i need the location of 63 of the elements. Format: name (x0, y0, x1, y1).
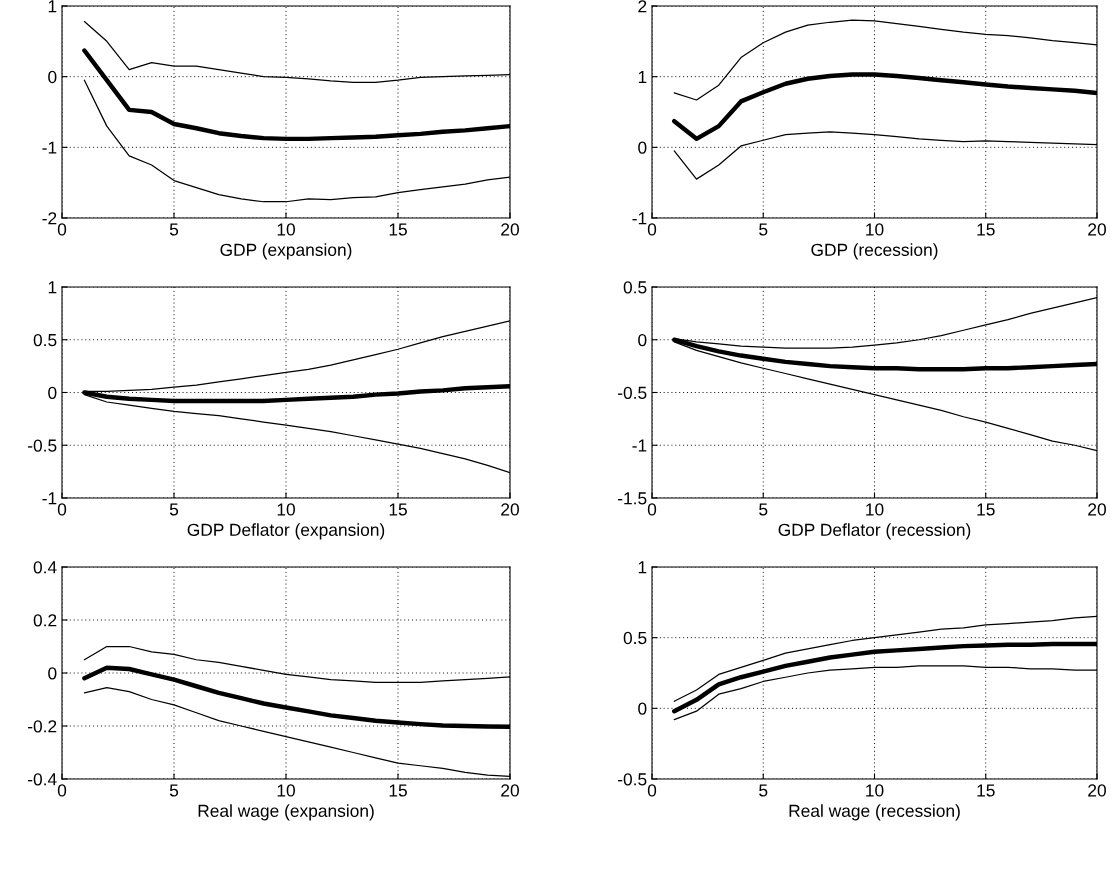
x-tick-label: 15 (389, 503, 407, 516)
x-tick-label: 0 (57, 223, 67, 236)
x-tick-label: 10 (866, 784, 884, 797)
y-tick-label: -0.2 (28, 720, 57, 733)
y-tick-label: -1.5 (618, 492, 647, 505)
x-tick-label: 0 (57, 784, 67, 797)
x-tick-label: 5 (759, 784, 768, 797)
x-axis-title: Real wage (recession) (789, 804, 960, 821)
x-tick-label: 15 (977, 784, 995, 797)
x-tick-label: 5 (169, 503, 179, 516)
y-tick-label: 0.4 (33, 561, 57, 574)
y-tick-label: -1 (42, 492, 57, 505)
x-tick-label: 20 (501, 223, 519, 236)
x-tick-label: 20 (1088, 784, 1106, 797)
y-tick-label: 1 (48, 281, 57, 294)
x-tick-label: 20 (501, 784, 519, 797)
y-tick-label: 2 (638, 0, 647, 13)
x-tick-label: 20 (501, 503, 519, 516)
y-tick-label: -1 (632, 439, 647, 452)
y-tick-label: 1 (48, 0, 57, 13)
x-tick-label: 0 (647, 503, 657, 516)
y-tick-label: -0.5 (618, 386, 647, 399)
x-tick-label: 5 (759, 223, 768, 236)
x-tick-label: 5 (169, 784, 179, 797)
y-tick-label: 0 (48, 70, 57, 84)
x-tick-label: 0 (647, 223, 657, 236)
x-axis-title: GDP (recession) (811, 243, 938, 260)
x-axis-title: GDP (expansion) (220, 243, 352, 260)
y-tick-label: 0 (638, 702, 647, 715)
y-tick-label: -0.5 (618, 773, 647, 786)
x-tick-label: 10 (866, 503, 884, 516)
y-tick-label: 1 (638, 71, 647, 83)
x-tick-label: 10 (277, 784, 295, 797)
y-tick-label: -1 (42, 141, 57, 154)
y-tick-label: -2 (42, 212, 57, 225)
x-tick-label: 10 (277, 223, 295, 236)
y-tick-label: 0.5 (33, 333, 57, 347)
x-tick-label: 15 (977, 223, 995, 236)
y-tick-label: 0 (48, 386, 57, 399)
x-tick-label: 20 (1088, 223, 1106, 236)
x-tick-label: 0 (647, 784, 657, 797)
x-tick-label: 10 (277, 503, 295, 516)
x-axis-title: Real wage (expansion) (198, 804, 374, 821)
x-axis-title: GDP Deflator (recession) (778, 523, 971, 540)
y-tick-label: 0 (638, 141, 647, 154)
x-tick-label: 15 (389, 223, 407, 236)
x-tick-label: 10 (866, 223, 884, 236)
x-tick-label: 5 (169, 223, 179, 236)
y-tick-label: -0.5 (28, 439, 57, 452)
y-tick-label: -1 (632, 212, 647, 225)
y-tick-label: -0.4 (28, 773, 57, 786)
x-axis-title: GDP Deflator (expansion) (187, 523, 385, 540)
y-tick-label: 0.5 (623, 631, 647, 645)
y-tick-label: 0 (48, 667, 57, 680)
y-tick-label: 1 (638, 561, 647, 574)
x-tick-label: 15 (977, 503, 995, 516)
x-tick-label: 20 (1088, 503, 1106, 516)
y-tick-label: 0.5 (623, 281, 647, 294)
x-tick-label: 15 (389, 784, 407, 797)
y-tick-label: 0.2 (33, 614, 57, 627)
x-tick-label: 0 (57, 503, 67, 516)
x-tick-label: 5 (759, 503, 768, 516)
y-tick-label: 0 (638, 333, 647, 347)
